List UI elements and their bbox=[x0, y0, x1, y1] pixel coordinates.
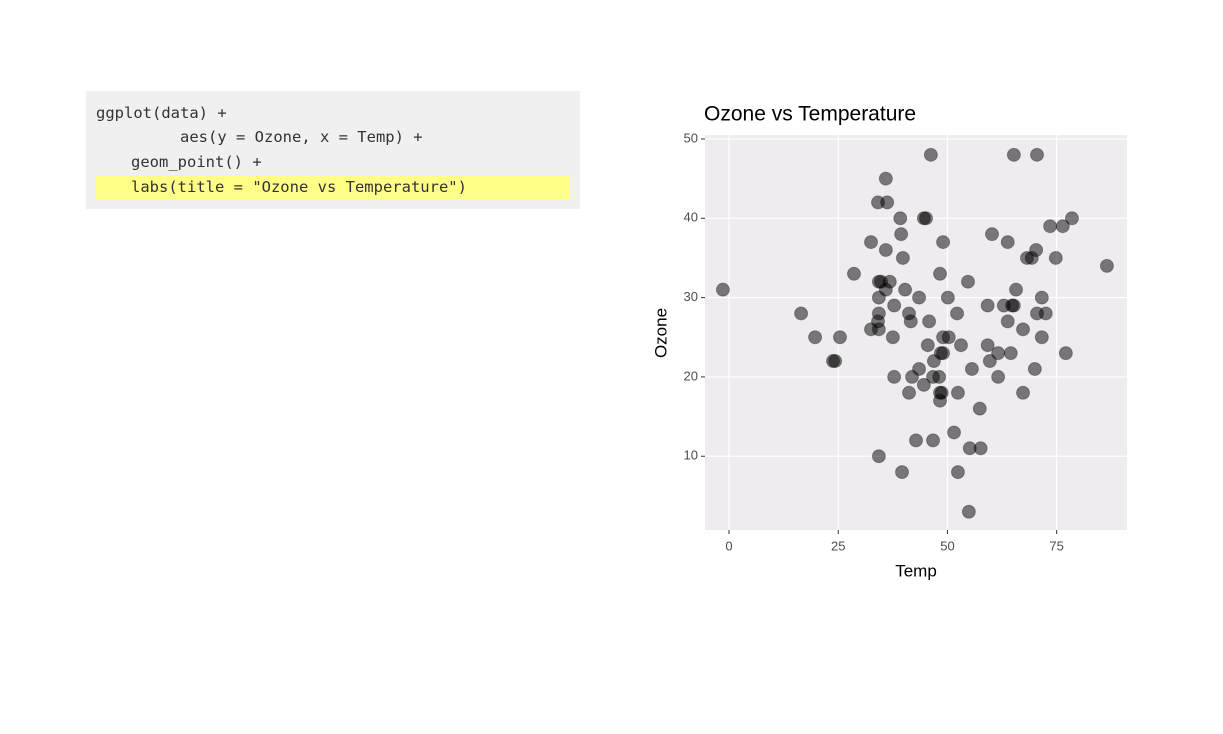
point bbox=[878, 243, 893, 258]
point bbox=[1000, 314, 1015, 329]
code-line: geom_point() + bbox=[131, 153, 262, 171]
point bbox=[1027, 361, 1042, 376]
point bbox=[953, 338, 968, 353]
point bbox=[1016, 385, 1031, 400]
point bbox=[947, 425, 962, 440]
point bbox=[1006, 147, 1021, 162]
point bbox=[934, 385, 949, 400]
point bbox=[932, 369, 947, 384]
point bbox=[715, 282, 730, 297]
point bbox=[980, 298, 995, 313]
point bbox=[885, 330, 900, 345]
point bbox=[950, 385, 965, 400]
point bbox=[919, 211, 934, 226]
point bbox=[1029, 243, 1044, 258]
point bbox=[1043, 219, 1058, 234]
point bbox=[1006, 298, 1021, 313]
point bbox=[1034, 330, 1049, 345]
x-tick-label: 25 bbox=[831, 538, 845, 553]
point bbox=[893, 211, 908, 226]
point bbox=[909, 433, 923, 448]
point bbox=[864, 235, 879, 250]
point bbox=[936, 235, 951, 250]
code-line: ggplot(data) + bbox=[96, 104, 227, 122]
point bbox=[895, 465, 910, 480]
point bbox=[912, 290, 927, 305]
point bbox=[933, 266, 948, 281]
y-tick-label: 30 bbox=[684, 289, 698, 304]
chart-title: Ozone vs Temperature bbox=[704, 103, 916, 126]
y-tick-label: 50 bbox=[684, 130, 698, 145]
point bbox=[1099, 258, 1114, 273]
code-block: ggplot(data) + aes(y = Ozone, x = Temp) … bbox=[86, 91, 580, 209]
point bbox=[920, 338, 935, 353]
point bbox=[902, 385, 917, 400]
point bbox=[903, 314, 918, 329]
x-tick-label: 0 bbox=[725, 538, 732, 553]
point bbox=[871, 322, 886, 337]
point bbox=[991, 346, 1006, 361]
point bbox=[878, 171, 893, 186]
point bbox=[972, 401, 987, 416]
point bbox=[880, 195, 895, 210]
point bbox=[1034, 290, 1049, 305]
point bbox=[887, 369, 902, 384]
point bbox=[960, 274, 975, 289]
point bbox=[982, 354, 997, 369]
point bbox=[1030, 147, 1045, 162]
point bbox=[950, 306, 965, 321]
point bbox=[846, 266, 861, 281]
code-line-highlighted: labs(title = "Ozone vs Temperature") bbox=[96, 175, 570, 199]
point bbox=[912, 361, 927, 376]
y-tick-label: 10 bbox=[684, 448, 698, 463]
point bbox=[898, 282, 913, 297]
point bbox=[894, 227, 909, 242]
point bbox=[941, 330, 956, 345]
panel bbox=[705, 135, 1127, 530]
point bbox=[973, 441, 988, 456]
point bbox=[832, 330, 847, 345]
point bbox=[1048, 250, 1063, 265]
point bbox=[964, 361, 979, 376]
point bbox=[923, 147, 938, 162]
point bbox=[980, 338, 995, 353]
point bbox=[985, 227, 1000, 242]
point bbox=[1016, 322, 1031, 337]
point bbox=[808, 330, 823, 345]
point bbox=[828, 354, 843, 369]
point bbox=[1058, 346, 1073, 361]
point bbox=[871, 449, 886, 464]
point bbox=[1055, 219, 1070, 234]
point bbox=[895, 250, 910, 265]
point bbox=[1038, 306, 1053, 321]
x-axis-label: Temp bbox=[895, 561, 937, 580]
x-tick-label: 50 bbox=[940, 538, 954, 553]
point bbox=[794, 306, 809, 321]
point bbox=[1009, 282, 1024, 297]
point bbox=[1064, 211, 1079, 226]
y-tick-label: 20 bbox=[684, 368, 698, 383]
point bbox=[916, 377, 931, 392]
point bbox=[887, 298, 902, 313]
point bbox=[926, 433, 941, 448]
point bbox=[991, 369, 1006, 384]
y-axis-label: Ozone bbox=[651, 308, 670, 358]
point bbox=[961, 504, 976, 519]
point bbox=[878, 282, 893, 297]
point bbox=[1003, 346, 1018, 361]
point bbox=[922, 314, 937, 329]
point bbox=[950, 465, 965, 480]
code-line: aes(y = Ozone, x = Temp) + bbox=[180, 128, 423, 146]
x-tick-label: 75 bbox=[1049, 538, 1063, 553]
point bbox=[940, 290, 955, 305]
point bbox=[936, 346, 951, 361]
y-tick-label: 40 bbox=[684, 210, 698, 225]
point bbox=[1000, 235, 1015, 250]
